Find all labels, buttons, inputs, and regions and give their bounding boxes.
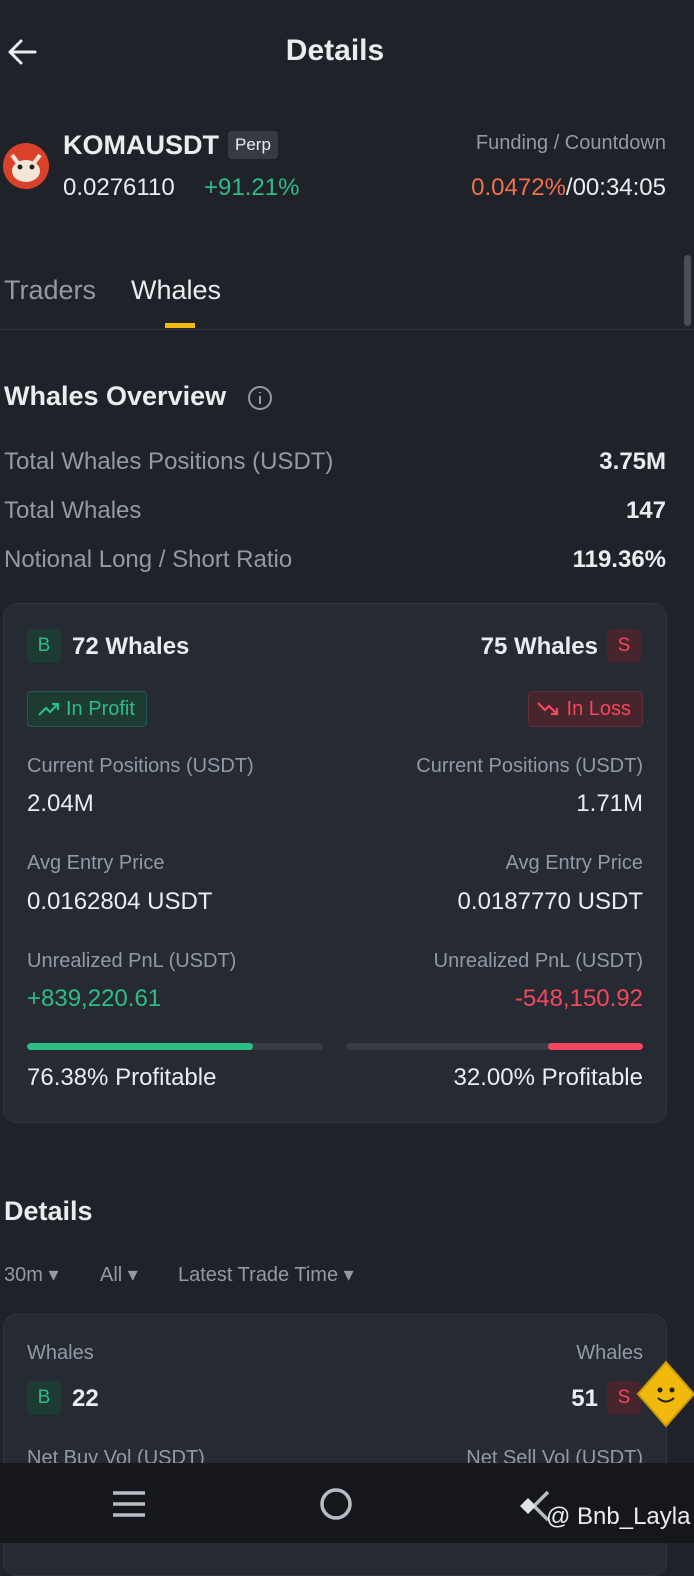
label: Whales	[576, 1342, 643, 1364]
label: Avg Entry Price	[27, 852, 165, 874]
section-title: Details	[4, 1196, 93, 1226]
value: 0.0187770 USDT	[457, 888, 643, 915]
page-title: Details	[285, 34, 385, 67]
tab-active[interactable]: Whales	[131, 275, 222, 305]
perp-tag: Perp	[228, 131, 278, 159]
pnl: -548,150.92	[514, 985, 643, 1012]
info-icon[interactable]	[247, 385, 273, 411]
section-title: Whales Overview	[4, 381, 227, 411]
divider	[0, 329, 694, 330]
token-avatar	[3, 143, 49, 189]
row-label: Total Whales Positions (USDT)	[4, 448, 334, 475]
funding-label: Funding / Countdown	[475, 132, 666, 154]
count: 22	[72, 1385, 99, 1412]
filter[interactable]: 30m ▾	[4, 1264, 59, 1286]
label: Whales	[27, 1342, 94, 1364]
trend-down-icon	[537, 702, 559, 716]
screen: {"header":{"title":"Details"}, "symbol":…	[0, 34, 694, 1576]
sell-badge: S	[607, 1381, 641, 1415]
whales-card	[3, 603, 667, 1123]
row-value: 119.36%	[572, 546, 666, 573]
short-whales: 75 Whales	[480, 633, 598, 660]
profitable-bar	[547, 1043, 643, 1050]
tab[interactable]: Traders	[4, 275, 97, 305]
row-label: Notional Long / Short Ratio	[4, 546, 293, 573]
menu-button[interactable]	[112, 1490, 146, 1518]
in-loss-tag: In Loss	[527, 691, 643, 727]
symbol-name: KOMAUSDT	[63, 130, 219, 160]
row-value: 147	[625, 497, 666, 524]
label: Avg Entry Price	[505, 852, 643, 874]
buy-badge: B	[27, 1381, 61, 1415]
price: 0.0276110	[63, 174, 175, 201]
buy-badge: B	[27, 629, 61, 663]
filter[interactable]: All ▾	[100, 1264, 138, 1286]
value: 1.71M	[576, 790, 643, 817]
profitable-label: 32.00% Profitable	[453, 1064, 643, 1091]
label: Unrealized PnL (USDT)	[433, 950, 643, 972]
value: 2.04M	[27, 790, 94, 817]
row-label: Total Whales	[4, 497, 142, 524]
progress-track	[346, 1043, 643, 1050]
sell-badge: S	[607, 629, 641, 663]
scrollbar	[684, 255, 691, 326]
tab-indicator	[165, 323, 195, 328]
home-button[interactable]	[318, 1486, 354, 1522]
row-value: 3.75M	[599, 448, 666, 475]
label: Current Positions (USDT)	[416, 755, 643, 777]
price-change: +91.21%	[204, 174, 300, 201]
status: In Profit	[66, 698, 135, 720]
back-nav-button[interactable]	[514, 1490, 554, 1530]
profitable-label: 76.38% Profitable	[27, 1064, 217, 1091]
long-whales: 72 Whales	[72, 633, 190, 660]
filter[interactable]: Latest Trade Time ▾	[178, 1264, 354, 1286]
separator: /	[565, 174, 573, 201]
status: In Loss	[566, 698, 631, 720]
watermark: @ Bnb_Layla	[546, 1503, 691, 1530]
floating-assistant[interactable]	[634, 1360, 694, 1432]
filter-text: 30m	[4, 1264, 43, 1286]
funding: 0.0472%/00:34:05	[471, 174, 666, 202]
filter-text: All	[100, 1264, 123, 1286]
value: 0.0162804 USDT	[27, 888, 213, 915]
profitable-bar	[27, 1043, 254, 1050]
progress-track	[27, 1043, 323, 1050]
back-button[interactable]	[6, 37, 38, 67]
label: Unrealized PnL (USDT)	[27, 950, 237, 972]
pnl: +839,220.61	[27, 985, 162, 1012]
filter-text: Latest Trade Time	[178, 1264, 339, 1286]
countdown: 00:34:05	[572, 174, 666, 201]
count: 51	[571, 1385, 598, 1412]
trend-up-icon	[38, 702, 60, 716]
label: Current Positions (USDT)	[27, 755, 254, 777]
funding-rate: 0.0472%	[471, 174, 566, 201]
